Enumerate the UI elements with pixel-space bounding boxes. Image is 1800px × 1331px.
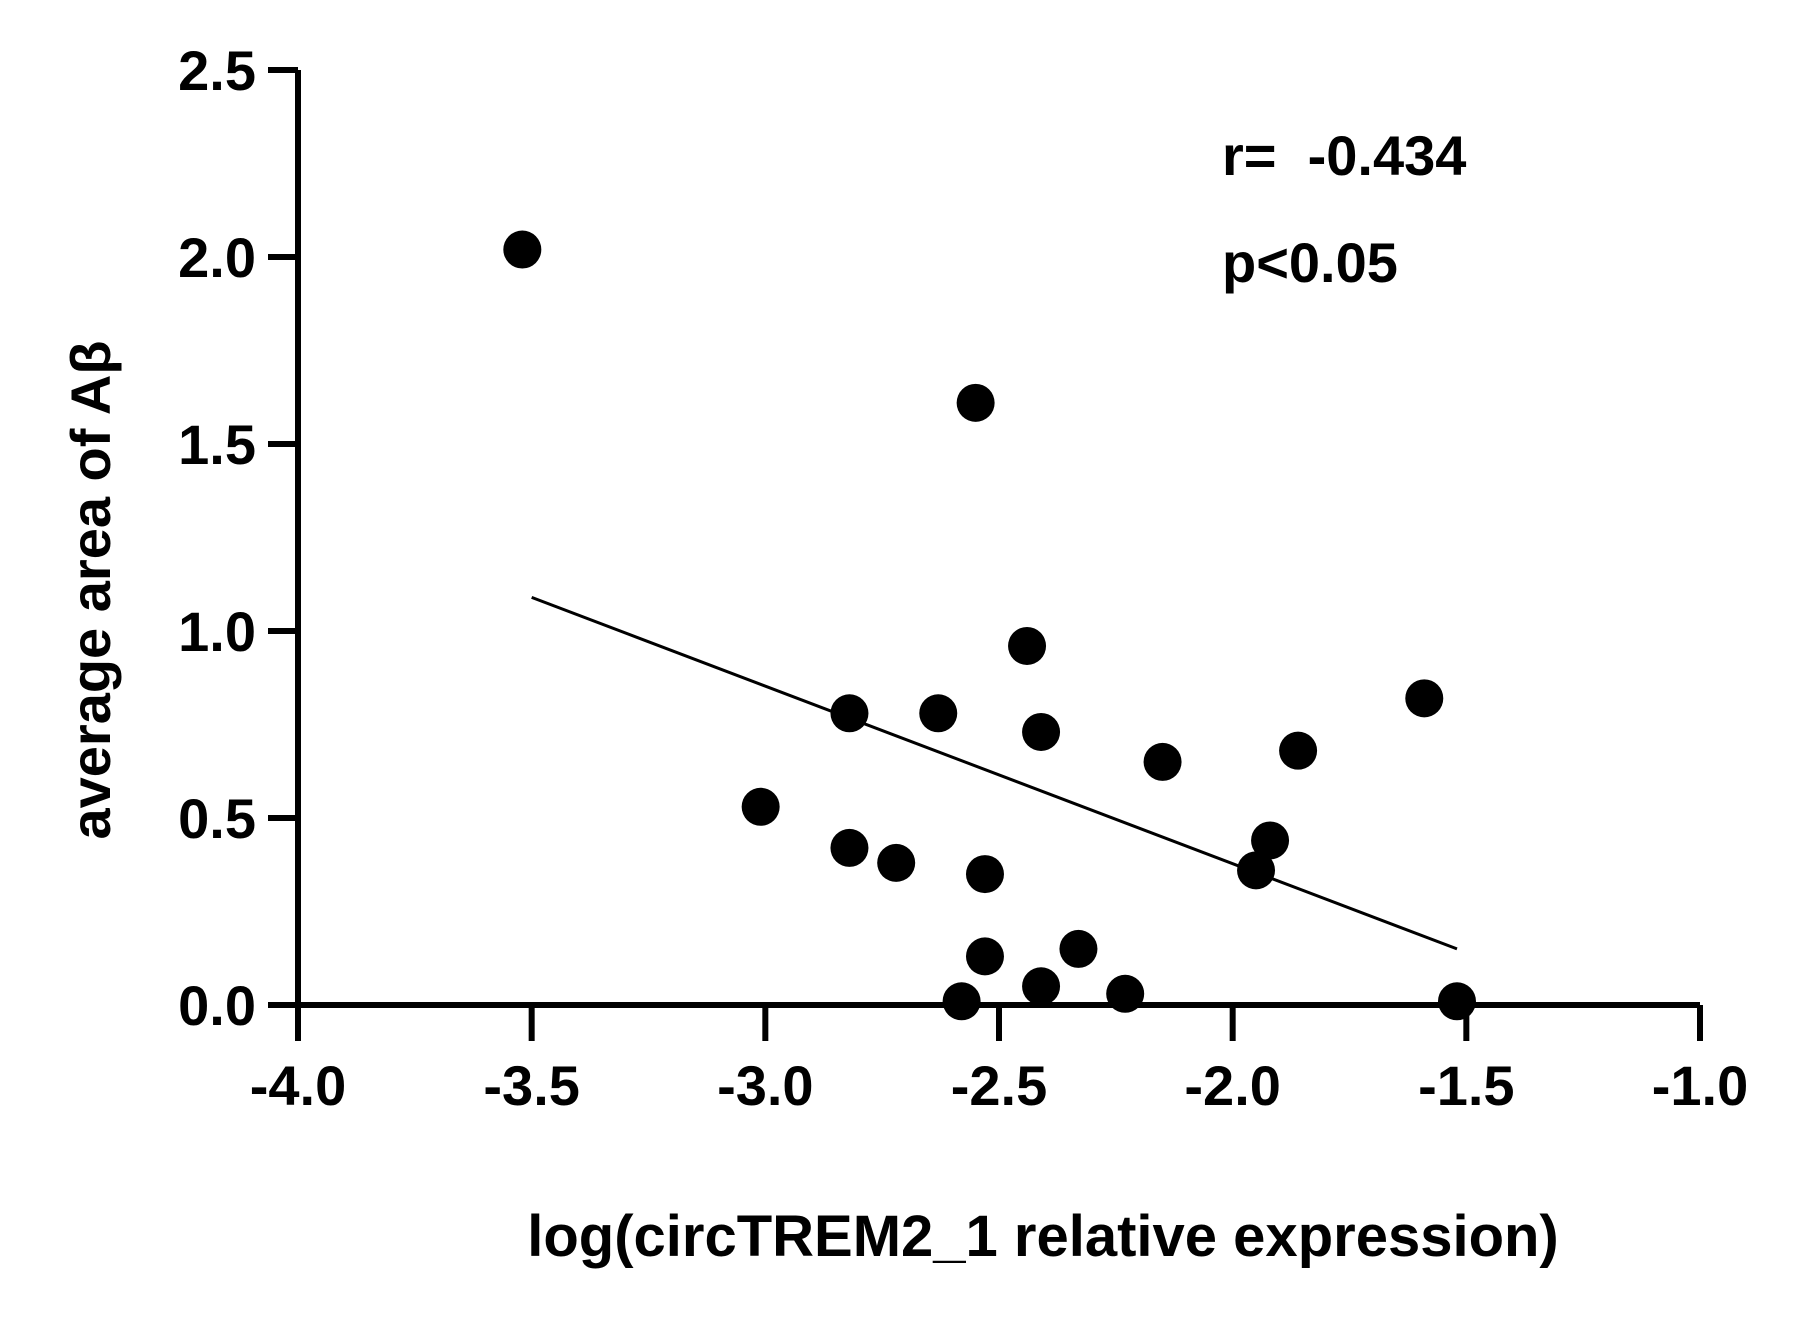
y-axis-ticks: 0.0 0.5 1.0 1.5 2.0 2.5 xyxy=(178,39,298,1037)
data-point xyxy=(919,694,958,733)
data-point xyxy=(1106,974,1145,1013)
regression-line xyxy=(531,595,1458,951)
data-point xyxy=(877,843,916,882)
y-tick-label: 1.0 xyxy=(178,600,256,663)
data-point xyxy=(942,982,981,1021)
y-tick-label: 2.5 xyxy=(178,39,256,102)
y-tick-label: 1.5 xyxy=(178,413,256,476)
data-point xyxy=(956,383,995,422)
x-tick-label: -3.0 xyxy=(717,1054,814,1117)
data-point xyxy=(741,787,780,826)
data-point xyxy=(1008,626,1047,665)
data-point xyxy=(965,937,1004,976)
x-tick-label: -2.5 xyxy=(951,1054,1048,1117)
x-axis-ticks: -4.0 -3.5 -3.0 -2.5 -2.0 -1.5 -1.0 xyxy=(250,1005,1749,1117)
data-points xyxy=(503,230,1476,1021)
data-point xyxy=(1059,929,1098,968)
data-point xyxy=(830,828,869,867)
data-point xyxy=(503,230,542,269)
x-tick-label: -4.0 xyxy=(250,1054,347,1117)
x-tick-label: -3.5 xyxy=(483,1054,580,1117)
y-tick-label: 2.0 xyxy=(178,226,256,289)
data-point xyxy=(965,855,1004,894)
x-axis-label: log(circTREM2_1 relative expression) xyxy=(527,1204,1559,1269)
data-point xyxy=(1143,742,1182,781)
y-axis-label: average area of Aβ xyxy=(59,340,122,839)
p-annotation: p<0.05 xyxy=(1222,231,1398,294)
data-point xyxy=(1237,851,1276,890)
data-point xyxy=(830,694,869,733)
data-point xyxy=(1022,712,1061,751)
data-point xyxy=(1279,731,1318,770)
data-point xyxy=(1437,982,1476,1021)
x-tick-label: -1.0 xyxy=(1652,1054,1749,1117)
data-point xyxy=(1251,821,1290,860)
data-point xyxy=(1405,679,1444,718)
r-annotation: r= -0.434 xyxy=(1222,124,1466,187)
x-tick-label: -1.5 xyxy=(1418,1054,1515,1117)
data-point xyxy=(1022,967,1061,1006)
x-tick-label: -2.0 xyxy=(1184,1054,1281,1117)
y-tick-label: 0.5 xyxy=(178,787,256,850)
y-tick-label: 0.0 xyxy=(178,974,256,1037)
